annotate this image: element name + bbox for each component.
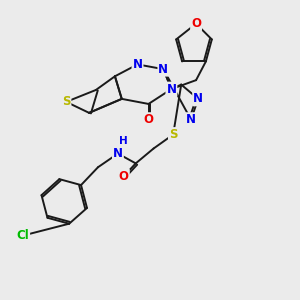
Text: N: N (167, 82, 176, 96)
Text: N: N (193, 92, 203, 105)
Text: N: N (186, 113, 196, 126)
Text: N: N (113, 147, 123, 160)
Text: O: O (143, 113, 154, 126)
Text: O: O (191, 17, 201, 30)
Text: N: N (133, 58, 142, 71)
Text: S: S (169, 128, 177, 141)
Text: H: H (119, 136, 128, 146)
Text: Cl: Cl (16, 229, 29, 242)
Text: O: O (119, 170, 129, 183)
Text: S: S (62, 95, 70, 108)
Text: N: N (158, 63, 168, 76)
